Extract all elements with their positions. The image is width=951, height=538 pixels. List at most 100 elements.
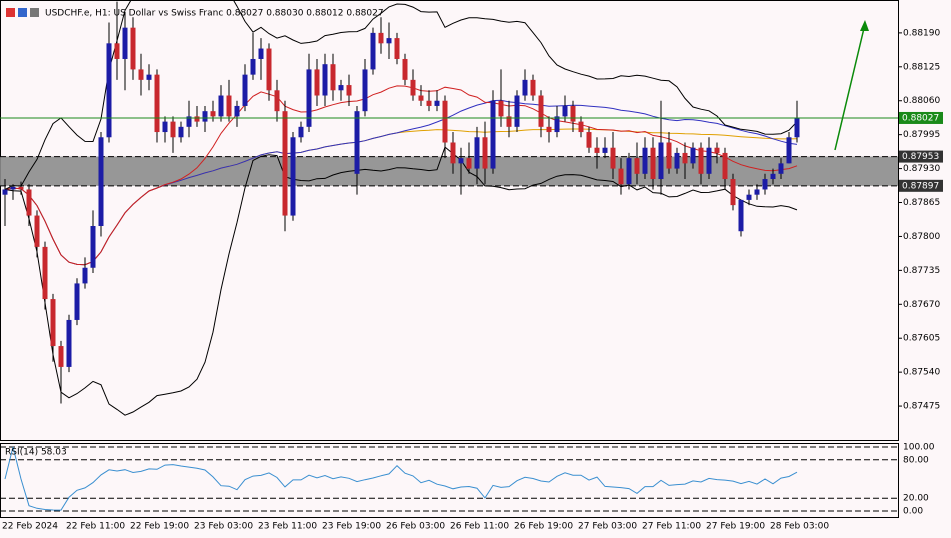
price-tag-label: 0.87953	[902, 152, 939, 162]
candle-body	[210, 111, 216, 117]
candle-body	[434, 100, 440, 106]
rsi-tick-label: 0.00	[903, 507, 923, 517]
y-tick-label: 0.87930	[903, 164, 940, 174]
candle-body	[234, 105, 240, 117]
price-tag	[899, 150, 943, 163]
candle-body	[738, 199, 744, 232]
x-tick-label: 26 Feb 11:00	[450, 522, 509, 532]
candle-body	[538, 95, 544, 127]
candle-body	[258, 48, 264, 59]
candle-body	[314, 69, 320, 96]
trend-arrow	[834, 23, 866, 151]
x-tick-label: 23 Feb 11:00	[258, 522, 317, 532]
x-tick-label: 22 Feb 2024	[2, 522, 58, 532]
candle-body	[522, 79, 528, 96]
candle-body	[354, 111, 360, 174]
candle-body	[426, 100, 432, 106]
candle-body	[570, 105, 576, 122]
candle-body	[322, 64, 328, 96]
y-tick-label: 0.87540	[903, 368, 940, 378]
candle-body	[650, 147, 656, 180]
candle-body	[154, 74, 160, 133]
candle-body	[10, 186, 16, 190]
price-tag-label: 0.88027	[902, 113, 939, 123]
candle-body	[794, 117, 800, 138]
rsi-line	[4, 446, 798, 511]
candle-body	[42, 246, 48, 300]
candle-body	[138, 69, 144, 80]
y-tick-label: 0.87670	[903, 300, 940, 310]
x-tick-label: 26 Feb 03:00	[386, 522, 445, 532]
ma-slow	[4, 128, 798, 266]
candle-body	[346, 85, 352, 96]
candle-body	[58, 346, 64, 367]
chart-title: USDCHF.e, H1: US Dollar vs Swiss Franc 0…	[45, 9, 384, 19]
y-tick-label: 0.87735	[903, 266, 940, 276]
candle-body	[170, 121, 176, 138]
candle-body	[282, 111, 288, 216]
x-tick-label: 26 Feb 19:00	[514, 522, 573, 532]
price-tag-label: 0.87897	[902, 181, 939, 191]
candle-body	[498, 100, 504, 117]
candle-body	[730, 179, 736, 206]
candle-body	[506, 116, 512, 127]
x-tick-label: 27 Feb 03:00	[578, 522, 637, 532]
candle-body	[618, 168, 624, 185]
candle-body	[226, 95, 232, 117]
candle-body	[202, 111, 208, 122]
y-tick-label: 0.88190	[903, 28, 940, 38]
candle-body	[578, 121, 584, 133]
x-tick-label: 27 Feb 19:00	[706, 522, 765, 532]
candle-body	[514, 95, 520, 127]
price-pane	[0, 0, 899, 441]
x-tick-label: 27 Feb 11:00	[642, 522, 701, 532]
candle-body	[330, 64, 336, 91]
candle-body	[218, 95, 224, 117]
candle-body	[610, 147, 616, 169]
bollinger-lower	[4, 146, 798, 416]
candle-body	[90, 226, 96, 268]
rsi-tick-label: 100.00	[903, 443, 935, 453]
y-tick-label: 0.87605	[903, 334, 940, 344]
y-tick-label: 0.87475	[903, 402, 940, 412]
candle-body	[666, 142, 672, 169]
candle-body	[754, 189, 760, 195]
candle-body	[266, 48, 272, 91]
candle-body	[674, 152, 680, 169]
x-tick-label: 22 Feb 19:00	[130, 522, 189, 532]
candle-body	[722, 152, 728, 180]
candle-body	[298, 126, 304, 138]
bollinger-upper	[4, 0, 798, 190]
candle-body	[2, 189, 8, 195]
rsi-pane	[0, 443, 899, 518]
candle-body	[194, 116, 200, 122]
candle-body	[114, 43, 120, 59]
candle-body	[594, 147, 600, 153]
candle-body	[178, 126, 184, 138]
level-zone	[0, 156, 898, 186]
candle-body	[186, 116, 192, 127]
candle-body	[370, 32, 376, 70]
y-tick-label: 0.87995	[903, 130, 940, 140]
candle-body	[242, 74, 248, 106]
candle-body	[554, 116, 560, 133]
candle-body	[562, 105, 568, 117]
candle-body	[50, 299, 56, 347]
candle-body	[146, 74, 152, 80]
candle-body	[82, 267, 88, 284]
ma-fast	[4, 85, 798, 266]
candle-body	[98, 137, 104, 227]
x-tick-label: 28 Feb 03:00	[770, 522, 829, 532]
icon	[18, 8, 27, 17]
candle-body	[34, 215, 40, 247]
candle-body	[706, 147, 712, 174]
candle-body	[74, 283, 80, 320]
price-tag	[899, 111, 943, 124]
candle-body	[746, 194, 752, 200]
candle-body	[378, 32, 384, 44]
candle-body	[466, 158, 472, 169]
candle-body	[162, 121, 168, 133]
candle-body	[290, 137, 296, 216]
